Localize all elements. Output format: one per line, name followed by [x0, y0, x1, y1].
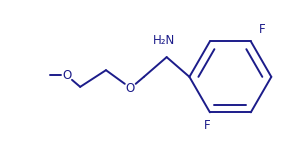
Text: F: F — [259, 23, 265, 36]
Text: H₂N: H₂N — [153, 34, 175, 47]
Text: F: F — [203, 119, 210, 132]
Text: O: O — [62, 69, 71, 82]
Text: O: O — [126, 82, 135, 95]
